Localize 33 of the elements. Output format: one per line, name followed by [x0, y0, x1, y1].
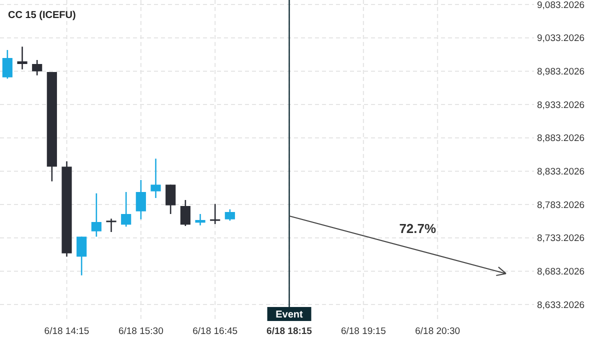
annotation: 72.7%: [399, 220, 436, 236]
text: CC 15 (ICEFU): [8, 10, 76, 21]
candlestick: [32, 59, 42, 76]
candlestick: [150, 158, 161, 199]
y-tick-label: 8,883.2026: [537, 133, 585, 144]
y-tick-label: 8,833.2026: [537, 166, 585, 178]
candlestick: [91, 192, 102, 238]
x-tick-label: 6/18 16:45: [192, 326, 238, 337]
candlestick: [106, 218, 116, 233]
candlestick: [224, 208, 235, 222]
candlestick: [136, 179, 146, 220]
y-tick-label: 8,783.2026: [537, 200, 585, 211]
y-tick-label: 8,633.2026: [537, 300, 585, 311]
y-tick-label: 9,033.2026: [537, 33, 585, 44]
y-tick-label: 8,683.2026: [537, 266, 585, 278]
y-tick-label: 9,083.2026: [537, 0, 585, 11]
candlestick: [2, 49, 12, 80]
x-tick-label: 6/18 20:30: [415, 326, 460, 337]
x-tick-label: 6/18 19:15: [340, 326, 386, 337]
x-tick-label: 6/18 14:15: [44, 326, 90, 337]
x-tick-label: 6/18 18:15: [266, 326, 313, 337]
candlestick: [76, 236, 87, 276]
candlestick: [121, 191, 132, 228]
ref-line-label: Event: [276, 310, 304, 320]
y-tick-label: 8,933.2026: [537, 100, 585, 111]
candlestick: [17, 46, 28, 70]
y-tick-label: 8,983.2026: [537, 66, 585, 78]
x-tick-label: 6/18 15:30: [118, 326, 164, 337]
candlestick: [180, 199, 190, 227]
candlestick: [195, 213, 206, 226]
candlestick: [166, 184, 176, 215]
y-tick-label: 8,733.2026: [537, 233, 585, 244]
candlestick: [210, 203, 220, 225]
